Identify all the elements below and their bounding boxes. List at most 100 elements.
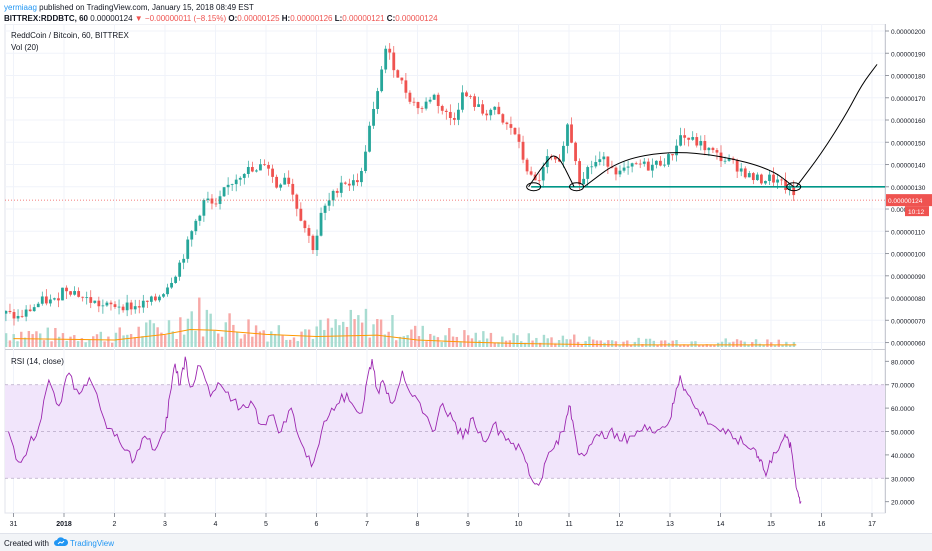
volume-bar	[489, 332, 493, 347]
candle-body	[198, 215, 202, 221]
volume-bar	[610, 340, 614, 347]
candle-body	[541, 167, 545, 181]
volume-bar	[129, 334, 133, 347]
volume-bar	[273, 333, 277, 347]
candle-body	[238, 177, 242, 180]
last-price: 0.00000124	[90, 14, 133, 23]
ohlc-low-key: L:	[334, 14, 343, 23]
volume-bar	[46, 327, 49, 347]
volume-bar	[467, 335, 470, 347]
volume-bar	[580, 344, 584, 347]
candle-body	[364, 151, 367, 171]
rsi-tick-label: 20.0000	[891, 500, 915, 507]
candle-body	[432, 94, 436, 100]
tradingview-brand[interactable]: TradingView	[70, 539, 115, 548]
time-tick-label: 15	[767, 521, 775, 528]
volume-bar	[152, 323, 156, 347]
candle-body	[206, 198, 210, 201]
author-link[interactable]: yermiaag	[4, 3, 37, 12]
candle-body	[255, 170, 258, 172]
candle-body	[404, 80, 408, 93]
candle-body	[452, 118, 456, 120]
candle-body	[263, 164, 266, 166]
volume-bar	[478, 340, 481, 347]
volume-bar	[110, 342, 114, 347]
volume-bar	[421, 325, 424, 347]
volume-bar	[95, 334, 99, 347]
volume-bar	[198, 297, 201, 347]
volume-bar	[277, 325, 281, 347]
candle-body	[513, 127, 517, 135]
volume-bar	[591, 339, 595, 347]
annotation-circle	[526, 182, 542, 192]
candle-body	[606, 156, 610, 167]
volume-bar	[542, 334, 546, 347]
volume-bar	[288, 339, 292, 347]
volume-bar	[732, 341, 735, 347]
candle-body	[642, 161, 646, 164]
volume-bar	[186, 318, 190, 347]
time-tick-label: 2	[113, 521, 117, 528]
candle-body	[246, 166, 250, 174]
annotation-arc	[583, 152, 795, 188]
candle-body	[145, 300, 149, 302]
candle-body	[743, 168, 747, 178]
volume-bar	[599, 340, 602, 347]
volume-bar	[57, 336, 61, 347]
footer-bar: Created with TradingView	[0, 533, 932, 551]
annotation-circle	[786, 182, 802, 192]
down-arrow-icon: ▼	[134, 14, 143, 23]
volume-bar	[573, 334, 576, 347]
candle-body	[162, 294, 165, 297]
volume-bar	[550, 337, 553, 347]
candle-body	[659, 160, 662, 166]
volume-bar	[61, 333, 65, 347]
volume-bar	[383, 334, 387, 347]
candle-body	[311, 235, 315, 251]
candle-body	[24, 309, 28, 317]
candle-body	[448, 111, 452, 119]
volume-bar	[266, 341, 269, 347]
volume-bar	[546, 338, 549, 347]
chart-title: ReddCoin / Bitcoin, 60, BITTREX	[11, 31, 129, 40]
rsi-indicator-label: RSI (14, close)	[11, 357, 64, 366]
volume-bar	[349, 309, 352, 347]
candle-body	[242, 173, 246, 178]
candle-body	[396, 70, 400, 78]
volume-bar	[561, 335, 565, 347]
candle-body	[521, 141, 525, 160]
volume-bar	[527, 333, 530, 347]
candle-body	[250, 166, 254, 172]
candle-body	[347, 183, 351, 186]
candle-body	[723, 160, 727, 162]
candle-body	[287, 177, 291, 184]
candle-body	[400, 77, 404, 81]
volume-bar	[588, 336, 591, 347]
volume-bar	[323, 329, 326, 347]
volume-bar	[376, 319, 379, 347]
chart-area[interactable]: 0.00000060 0.00000070 0.00000080 0.00000090…	[0, 24, 932, 533]
volume-bar	[368, 337, 371, 347]
volume-bar	[709, 344, 712, 347]
volume-bar	[387, 331, 390, 347]
volume-bar	[766, 339, 769, 347]
candle-body	[117, 306, 121, 308]
candle-body	[735, 160, 739, 172]
price-tick-label: 0.00000160	[891, 118, 926, 125]
candle-body	[186, 239, 190, 259]
volume-bar	[235, 331, 239, 347]
volume-bar	[698, 344, 701, 347]
volume-bar	[228, 313, 231, 347]
time-tick-label: 7	[365, 521, 369, 528]
volume-bar	[8, 340, 12, 347]
candle-body	[5, 310, 8, 314]
candle-body	[36, 303, 40, 308]
volume-bar	[720, 341, 724, 347]
volume-bar	[5, 333, 8, 347]
candle-body	[392, 52, 396, 71]
candle-body	[727, 158, 731, 161]
candle-body	[477, 104, 481, 107]
candle-body	[485, 113, 489, 116]
candle-body	[69, 291, 72, 295]
candle-body	[230, 184, 234, 185]
